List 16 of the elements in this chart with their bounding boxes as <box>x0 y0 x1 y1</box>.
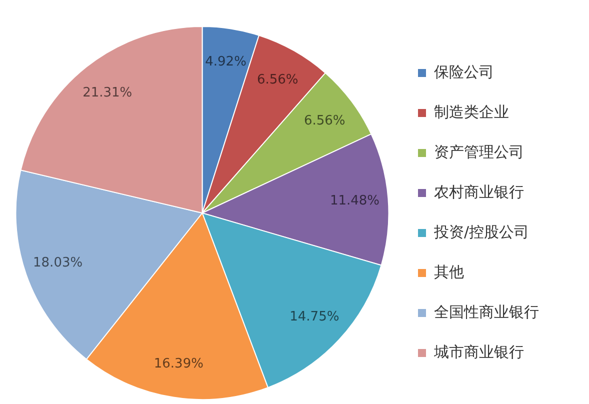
legend-label: 城市商业银行 <box>433 342 524 361</box>
data-label: 18.03% <box>33 256 83 271</box>
data-label: 11.48% <box>330 194 380 209</box>
data-label: 6.56% <box>256 72 298 88</box>
legend-label: 全国性商业银行 <box>434 302 539 321</box>
data-label: 16.39% <box>154 356 204 372</box>
legend-label: 农村商业银行 <box>434 182 524 201</box>
data-label: 14.75% <box>290 309 340 324</box>
legend-label: 其他 <box>434 262 464 281</box>
data-label: 4.92% <box>205 54 246 70</box>
legend-label: 投资/控股公司 <box>433 222 530 241</box>
data-label: 21.31% <box>82 85 132 100</box>
legend-label: 制造类企业 <box>434 102 509 121</box>
legend-label: 资产管理公司 <box>434 142 524 161</box>
data-label: 6.56% <box>304 114 346 129</box>
legend-label: 保险公司 <box>434 62 494 81</box>
